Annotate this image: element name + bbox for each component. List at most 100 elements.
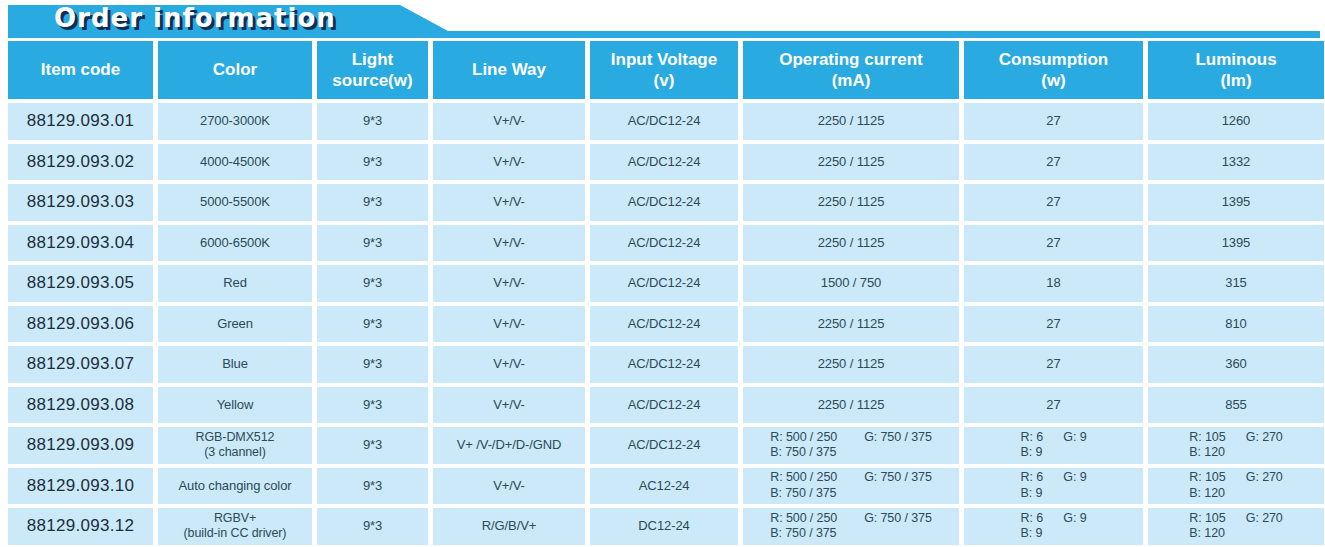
table-cell-value: 88129.093.06 — [27, 314, 135, 334]
table-cell-value: 88129.093.02 — [27, 152, 135, 172]
table-cell-value: 1500 / 750 — [821, 275, 881, 291]
column-header-color: Color — [158, 41, 312, 99]
cell-light-source: 9*3 — [317, 144, 428, 181]
table-cell-value: 9*3 — [363, 518, 382, 534]
table-cell-value: 1260 — [1222, 113, 1251, 129]
table-cell-value: 810 — [1225, 316, 1246, 332]
table-cell-value: 6000-6500K — [200, 235, 270, 251]
cell-line-way: V+ /V-/D+/D-/GND — [433, 427, 585, 464]
table-cell-value: 88129.093.07 — [27, 354, 135, 374]
cell-luminous: 855 — [1148, 387, 1324, 424]
cell-light-source: 9*3 — [317, 468, 428, 505]
cell-color: 2700-3000K — [158, 103, 312, 140]
table-cell-value: R/G/B/V+ — [482, 518, 536, 534]
table-cell-value: R: 6 G: 9 B: 9 — [1021, 511, 1087, 542]
column-header-luminous: Luminous (lm) — [1148, 41, 1324, 99]
cell-consumption: 27 — [964, 225, 1143, 262]
cell-operating-current: 2250 / 1125 — [743, 225, 959, 262]
cell-operating-current: R: 500 / 250 G: 750 / 375 B: 750 / 375 — [743, 508, 959, 545]
table-cell-value: 9*3 — [363, 356, 382, 372]
title-ribbon: Order information — [8, 5, 1320, 38]
table-cell-value: 88129.093.08 — [27, 395, 135, 415]
column-header-consumption: Consumption (w) — [964, 41, 1143, 99]
cell-input-voltage: AC/DC12-24 — [590, 103, 738, 140]
table-cell-value: 27 — [1046, 113, 1060, 129]
cell-consumption: R: 6 G: 9 B: 9 — [964, 508, 1143, 545]
cell-luminous: 1395 — [1148, 184, 1324, 221]
table-cell-value: 27 — [1046, 397, 1060, 413]
table-cell-value: R: 500 / 250 G: 750 / 375 B: 750 / 375 — [770, 430, 932, 461]
table-cell-value: R: 105 G: 270 B: 120 — [1189, 430, 1282, 461]
column-header-operating_current: Operating current (mA) — [743, 41, 959, 99]
table-cell-value: 2250 / 1125 — [818, 154, 885, 170]
cell-light-source: 9*3 — [317, 346, 428, 383]
cell-item-code: 88129.093.09 — [8, 427, 153, 464]
table-cell-value: 9*3 — [363, 478, 382, 494]
cell-line-way: R/G/B/V+ — [433, 508, 585, 545]
table-cell-value: 9*3 — [363, 194, 382, 210]
table-cell-value: AC/DC12-24 — [628, 235, 701, 251]
table-cell-value: AC/DC12-24 — [628, 194, 701, 210]
table-cell-value: V+/V- — [493, 356, 525, 372]
cell-color: Red — [158, 265, 312, 302]
cell-operating-current: 2250 / 1125 — [743, 306, 959, 343]
cell-line-way: V+/V- — [433, 306, 585, 343]
cell-consumption: 27 — [964, 346, 1143, 383]
column-header-label: Line Way — [472, 59, 546, 80]
table-cell-value: RGBV+ (build-in CC driver) — [184, 511, 287, 542]
cell-input-voltage: AC/DC12-24 — [590, 306, 738, 343]
table-cell-value: R: 6 G: 9 B: 9 — [1021, 470, 1087, 501]
table-cell-value: 9*3 — [363, 113, 382, 129]
cell-input-voltage: AC/DC12-24 — [590, 265, 738, 302]
cell-luminous: 1395 — [1148, 225, 1324, 262]
table-cell-value: 88129.093.04 — [27, 233, 135, 253]
table-cell-value: 9*3 — [363, 154, 382, 170]
table-cell-value: 9*3 — [363, 316, 382, 332]
table-cell-value: R: 105 G: 270 B: 120 — [1189, 511, 1282, 542]
cell-input-voltage: AC/DC12-24 — [590, 387, 738, 424]
cell-input-voltage: AC/DC12-24 — [590, 346, 738, 383]
table-cell-value: 315 — [1225, 275, 1246, 291]
cell-operating-current: 2250 / 1125 — [743, 144, 959, 181]
table-cell-value: 88129.093.03 — [27, 192, 135, 212]
cell-color: Green — [158, 306, 312, 343]
cell-luminous: R: 105 G: 270 B: 120 — [1148, 468, 1324, 505]
table-cell-value: V+/V- — [493, 235, 525, 251]
order-information-table: Item code Color Light source(w) Line Way… — [8, 41, 1324, 545]
table-cell-value: 27 — [1046, 194, 1060, 210]
table-cell-value: AC/DC12-24 — [628, 154, 701, 170]
table-cell-value: 855 — [1225, 397, 1246, 413]
cell-item-code: 88129.093.10 — [8, 468, 153, 505]
cell-color: 4000-4500K — [158, 144, 312, 181]
table-cell-value: V+/V- — [493, 397, 525, 413]
cell-light-source: 9*3 — [317, 387, 428, 424]
table-cell-value: R: 500 / 250 G: 750 / 375 B: 750 / 375 — [770, 470, 932, 501]
cell-input-voltage: AC/DC12-24 — [590, 144, 738, 181]
table-cell-value: 27 — [1046, 316, 1060, 332]
table-cell-value: 18 — [1046, 275, 1060, 291]
cell-line-way: V+/V- — [433, 184, 585, 221]
table-cell-value: AC/DC12-24 — [628, 437, 701, 453]
cell-operating-current: 1500 / 750 — [743, 265, 959, 302]
table-cell-value: AC/DC12-24 — [628, 113, 701, 129]
cell-item-code: 88129.093.02 — [8, 144, 153, 181]
table-cell-value: 27 — [1046, 356, 1060, 372]
table-cell-value: 1395 — [1222, 194, 1251, 210]
cell-consumption: 27 — [964, 144, 1143, 181]
column-header-label: Consumption (w) — [999, 49, 1109, 92]
table-cell-value: RGB-DMX512 (3 channel) — [196, 430, 275, 461]
column-header-line_way: Line Way — [433, 41, 585, 99]
cell-color: RGB-DMX512 (3 channel) — [158, 427, 312, 464]
cell-light-source: 9*3 — [317, 103, 428, 140]
cell-item-code: 88129.093.07 — [8, 346, 153, 383]
cell-luminous: 315 — [1148, 265, 1324, 302]
table-cell-value: AC/DC12-24 — [628, 397, 701, 413]
table-cell-value: 2250 / 1125 — [818, 113, 885, 129]
cell-luminous: R: 105 G: 270 B: 120 — [1148, 508, 1324, 545]
cell-line-way: V+/V- — [433, 225, 585, 262]
cell-line-way: V+/V- — [433, 103, 585, 140]
table-cell-value: R: 6 G: 9 B: 9 — [1021, 430, 1087, 461]
cell-line-way: V+/V- — [433, 265, 585, 302]
table-cell-value: 88129.093.09 — [27, 435, 135, 455]
cell-color: RGBV+ (build-in CC driver) — [158, 508, 312, 545]
